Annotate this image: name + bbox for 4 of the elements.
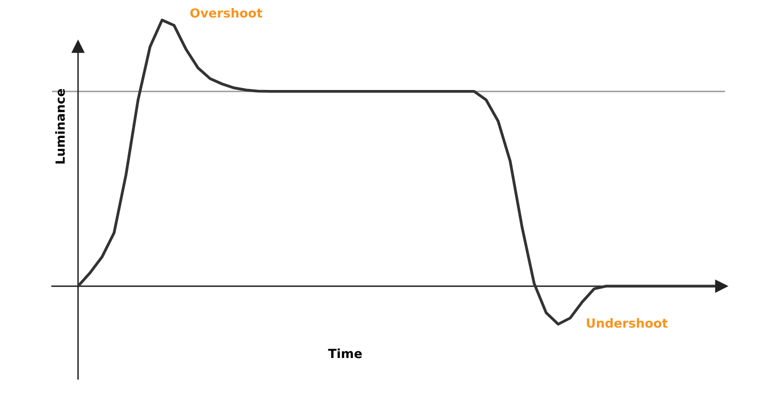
y-axis-title: Luminance [55, 88, 65, 164]
x-axis-title: Time [328, 348, 362, 358]
text: Overshoot [190, 8, 262, 18]
annotation: Undershoot [586, 318, 668, 328]
